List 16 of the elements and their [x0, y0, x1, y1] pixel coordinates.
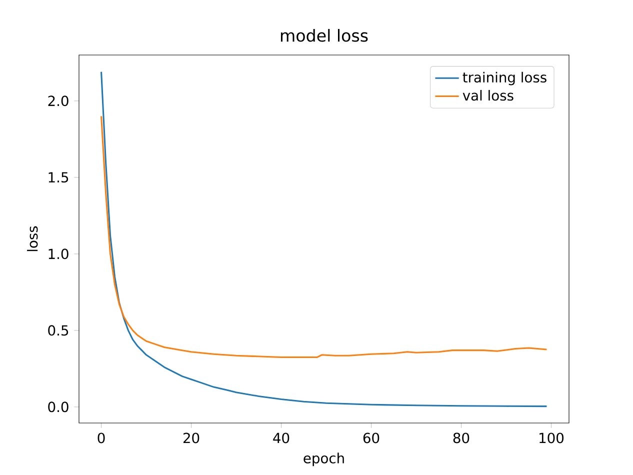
- x-tick-label: 80: [453, 432, 470, 444]
- x-tick-label: 40: [273, 432, 290, 444]
- y-axis-title: loss: [27, 226, 38, 252]
- y-tick-label: 0.5: [48, 325, 68, 336]
- x-axis-title: epoch: [304, 452, 344, 466]
- x-tick-label: 100: [540, 432, 564, 444]
- x-tick-label: 0: [98, 432, 105, 444]
- chart-title: model loss: [280, 28, 368, 42]
- legend-label: val loss: [462, 90, 514, 101]
- y-tick-label: 1.0: [48, 248, 68, 260]
- y-tick-label: 2.0: [48, 96, 68, 106]
- y-tick-label: 1.5: [48, 172, 68, 183]
- x-tick-label: 60: [363, 432, 380, 444]
- y-tick-label: 0.0: [48, 402, 68, 412]
- x-tick-label: 20: [183, 432, 200, 444]
- legend-label: training loss: [462, 72, 546, 86]
